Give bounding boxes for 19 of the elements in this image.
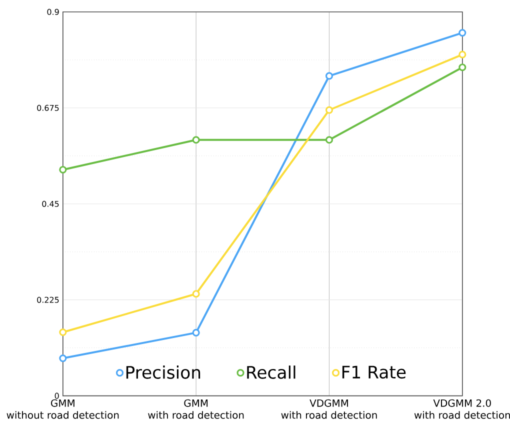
point	[192, 290, 200, 298]
point	[192, 328, 200, 337]
legend-label: F1 Rate	[342, 366, 406, 379]
point	[59, 354, 67, 362]
point	[458, 64, 466, 72]
x-tick-label: GMM without road detection	[6, 399, 119, 419]
point	[325, 136, 334, 144]
legend-label: Precision	[126, 366, 200, 379]
x-tick-label: GMM with road detection	[148, 399, 244, 419]
point	[59, 166, 67, 174]
point	[458, 29, 466, 37]
point	[59, 328, 67, 336]
legend-label: Recall	[247, 366, 296, 379]
x-tick-label: VDGMM 2.0 with road detection	[414, 399, 510, 419]
point	[325, 106, 334, 114]
point	[192, 136, 200, 144]
x-tick-label: VDGMM with road detection	[281, 399, 377, 419]
point	[458, 50, 466, 58]
point	[325, 72, 334, 80]
